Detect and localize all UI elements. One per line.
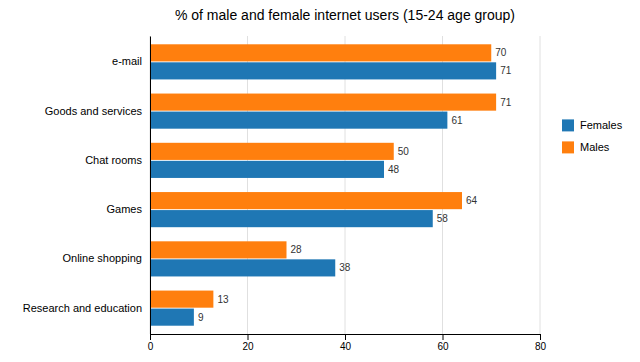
bar [150,291,213,308]
bar [150,210,433,227]
legend-label: Males [580,141,610,153]
x-tick-label: 20 [242,341,254,352]
legend: Females Males [562,119,623,153]
x-tick-mark [248,334,249,340]
x-tick: 60 [437,334,449,352]
bar [150,309,194,326]
x-axis: 0 20 40 60 80 [148,334,547,352]
data-label: 61 [451,115,463,126]
x-tick-label: 40 [340,341,352,352]
x-tick: 40 [340,334,352,352]
legend-swatch [562,119,574,131]
y-tick: Games [107,203,150,215]
legend-label: Females [580,119,623,131]
bars [150,44,496,325]
y-tick: Chat rooms [85,154,150,166]
bar [150,94,496,111]
y-tick: e-mail [112,55,150,67]
plot: 71 61 48 58 38 9 70 71 50 64 28 13 0 20 40 60 80 e-mail Go… [23,36,547,352]
grid-line [150,36,151,334]
data-label: 9 [198,312,204,323]
x-tick: 0 [148,334,154,352]
grid-line [442,36,443,334]
title: % of male and female internet users (15-… [175,7,515,23]
y-tick: Online shopping [62,252,150,264]
bar [150,143,394,160]
data-label: 71 [500,97,512,108]
bar [150,259,335,276]
x-tick-mark [443,334,444,340]
y-tick-label: Chat rooms [85,154,142,166]
x-tick: 20 [242,334,254,352]
bar [150,161,384,178]
grid-line [345,36,346,334]
y-tick: Research and education [23,302,150,314]
y-tick-label: Games [107,203,143,215]
y-tick-label: Goods and services [45,105,143,117]
y-tick-label: e-mail [112,55,142,67]
data-label: 70 [495,47,507,58]
bar [150,62,496,79]
data-label: 38 [339,262,351,273]
data-label: 28 [291,244,303,255]
x-tick-mark [150,334,151,340]
x-tick-label: 0 [148,341,154,352]
data-label: 13 [217,294,229,305]
grid [150,36,540,334]
data-label: 48 [388,164,400,175]
bar [150,44,491,61]
x-tick-mark [345,334,346,340]
data-label: 71 [500,65,512,76]
y-axis: e-mail Goods and services Chat rooms Games O… [23,37,151,335]
x-tick-mark [540,334,541,340]
chart: 71 61 48 58 38 9 70 71 50 64 28 13 0 20 40 60 80 e-mail Go… [0,0,640,362]
x-tick-label: 60 [437,341,449,352]
bar [150,112,447,129]
bar [150,241,287,258]
legend-swatch [562,141,574,153]
x-tick-label: 80 [535,341,547,352]
y-axis-line [150,37,151,335]
grid-line [540,36,541,334]
data-label: 58 [437,213,449,224]
y-tick-label: Online shopping [62,252,142,264]
bar [150,192,462,209]
grid-line [247,36,248,334]
legend-item: Males [562,141,610,153]
data-label: 64 [466,195,478,206]
legend-item: Females [562,119,623,131]
data-labels: 71 61 48 58 38 9 70 71 50 64 28 13 [198,47,512,322]
x-axis-line [151,335,541,341]
data-label: 50 [398,146,410,157]
y-tick: Goods and services [45,105,150,117]
y-tick-label: Research and education [23,302,142,314]
x-tick: 80 [535,334,547,352]
